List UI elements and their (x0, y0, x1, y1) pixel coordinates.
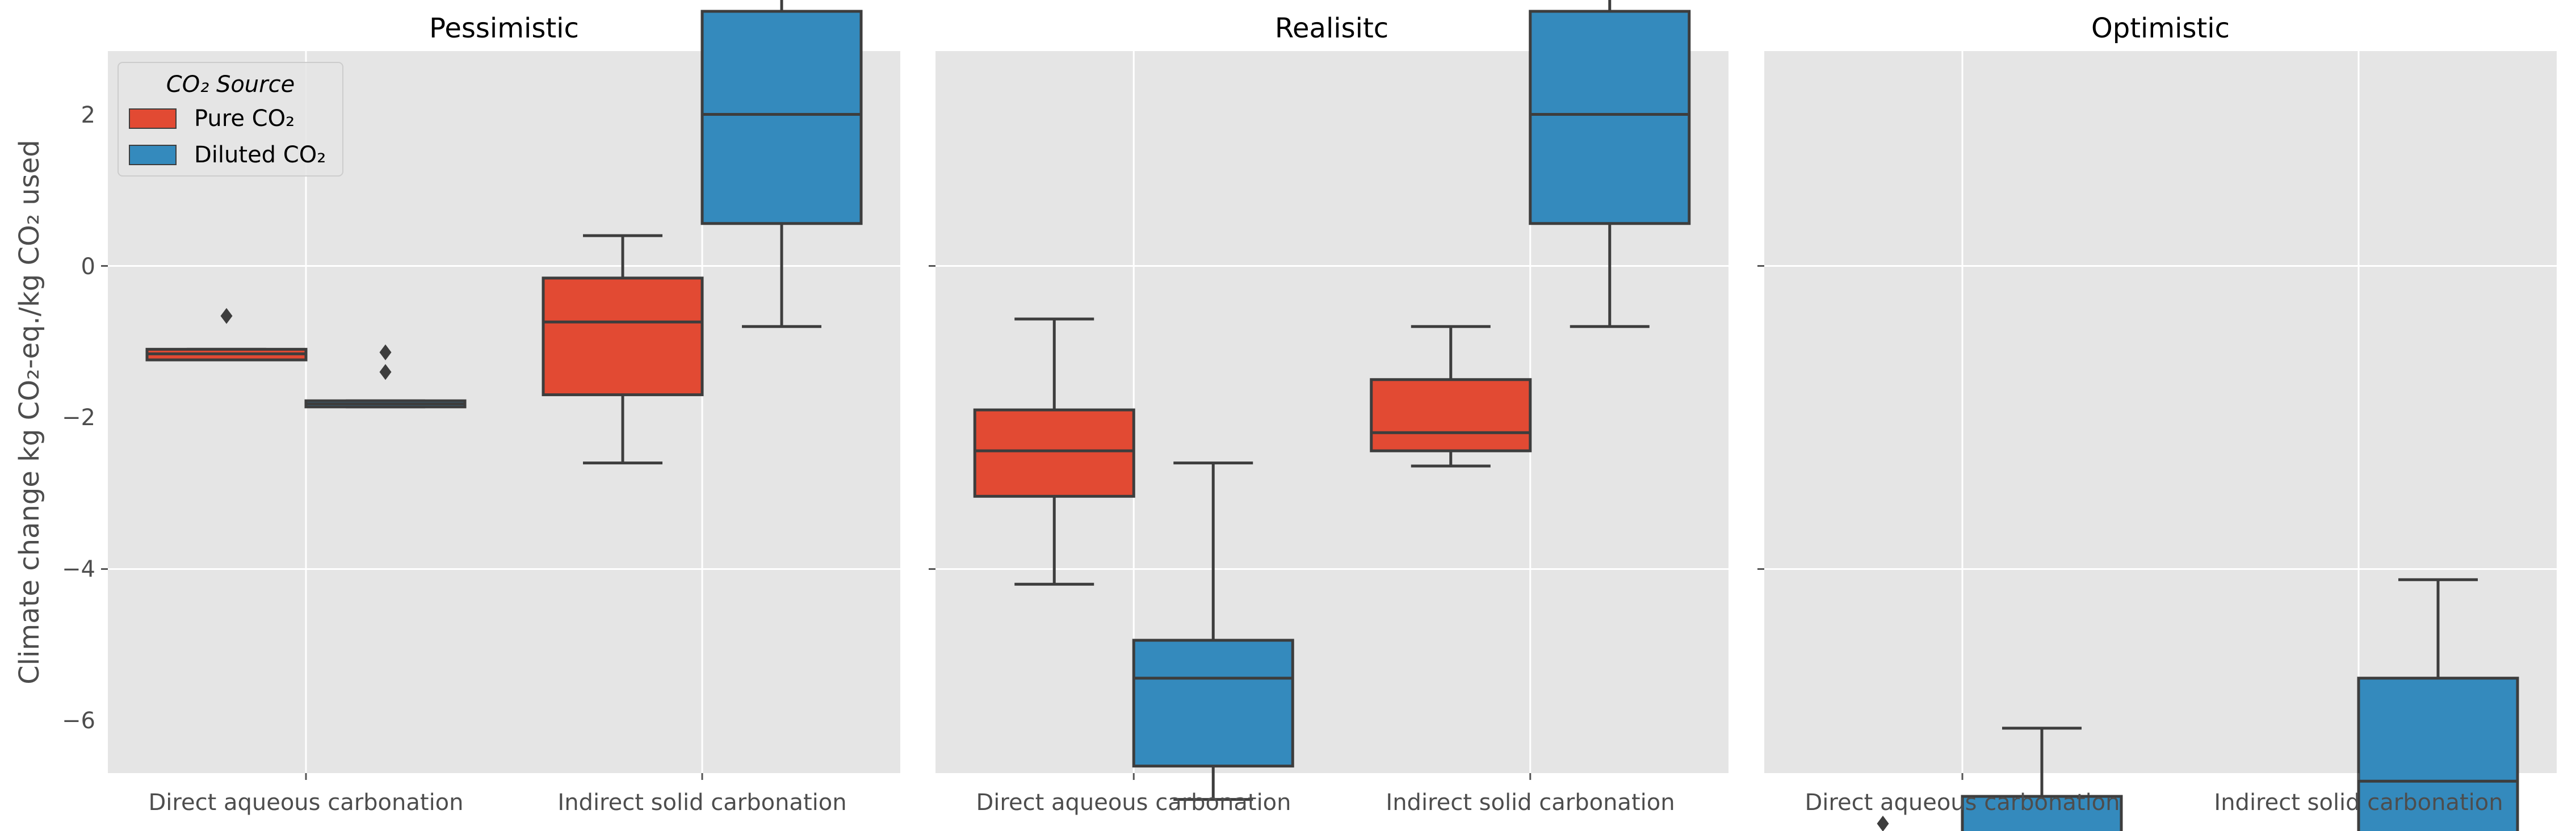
panel-3-title: Optimistic (2091, 12, 2230, 44)
box-body (542, 276, 704, 396)
box-diluted (1132, 461, 1294, 801)
legend-title: CO₂ Source (166, 72, 295, 98)
box-plots (145, 0, 2519, 831)
box-diluted (1529, 0, 1691, 328)
box-pure (542, 234, 704, 465)
y-axis-label: Climate change kg CO₂-eq./kg CO₂ used (14, 140, 45, 684)
legend-swatch-diluted (129, 145, 177, 165)
legend-label-diluted: Diluted CO₂ (194, 142, 326, 168)
legend: CO₂ Source Pure CO₂ Diluted CO₂ (118, 62, 343, 177)
outlier-point (220, 308, 233, 324)
box-pure (145, 308, 308, 362)
axis-ticks (101, 265, 2360, 780)
box-body (700, 10, 863, 225)
box-body (1370, 378, 1532, 452)
box-body (1961, 795, 2123, 831)
legend-swatch-pure (129, 108, 177, 129)
y-tick-label: 2 (81, 102, 95, 128)
y-tick-label: 0 (81, 254, 95, 280)
x-tick-label: Indirect solid carbonation (2214, 790, 2503, 816)
outlier-point (1877, 816, 1889, 831)
y-tick-label: −4 (62, 556, 95, 582)
box-diluted (2357, 578, 2519, 831)
box-body (973, 408, 1135, 498)
box-body (2357, 677, 2519, 831)
box-diluted (304, 344, 467, 409)
x-tick-label: Indirect solid carbonation (557, 790, 846, 816)
box-pure (1370, 325, 1532, 468)
box-pure (973, 317, 1135, 586)
legend-label-pure: Pure CO₂ (194, 106, 295, 132)
y-tick-label: −6 (62, 708, 95, 734)
panel-2-title: Realisitc (1275, 12, 1388, 44)
box-diluted (1961, 727, 2123, 831)
panel-1-title: Pessimistic (429, 12, 579, 44)
x-tick-label: Direct aqueous carbonation (1805, 790, 2120, 816)
outlier-point (379, 364, 392, 380)
y-tick-label: −2 (62, 405, 95, 431)
box-body (1132, 639, 1294, 768)
box-diluted (700, 0, 863, 328)
outlier-point (379, 344, 392, 360)
box-pure (1877, 816, 1889, 831)
panel-3-background (1764, 51, 2557, 773)
x-tick-label: Direct aqueous carbonation (148, 790, 463, 816)
x-tick-label: Indirect solid carbonation (1386, 790, 1675, 816)
box-body (1529, 10, 1691, 225)
x-tick-label: Direct aqueous carbonation (976, 790, 1291, 816)
